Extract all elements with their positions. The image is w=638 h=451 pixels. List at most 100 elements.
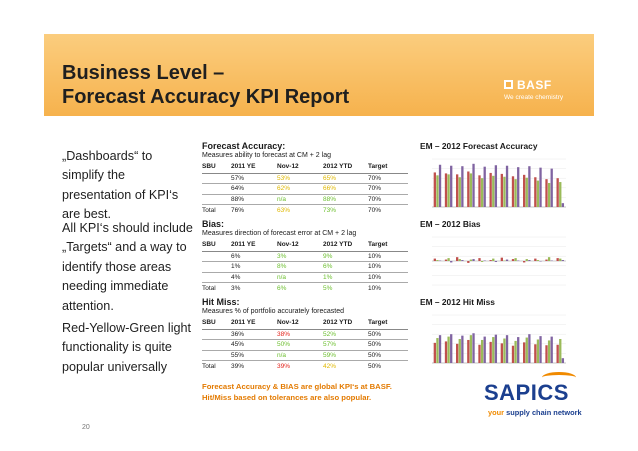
page-number: 20 [82, 424, 90, 431]
bar [483, 336, 486, 363]
left-text-dashboards: „Dashboards“ to simplify the presentatio… [62, 149, 179, 222]
kpi-cell: 76% [231, 206, 245, 214]
bar [433, 172, 436, 207]
kpi-header-cell: 2011 YE [231, 318, 277, 330]
basf-logo: BASF We create chemistry [504, 78, 590, 109]
kpi-cell: 73% [323, 206, 337, 214]
bar [480, 178, 484, 207]
bar [472, 333, 475, 363]
kpi-cell: 3% [277, 251, 323, 262]
bar [500, 257, 503, 261]
bar [494, 165, 498, 207]
kpi-cell: 65% [323, 173, 368, 184]
bar [444, 173, 448, 207]
bar [478, 344, 481, 363]
bar [444, 341, 448, 363]
bar [514, 179, 517, 207]
bar [528, 260, 531, 261]
kpi-table: SBU 2011 YE Nov-12 2012 YTD Target 6% 3% 9% 10%… [202, 240, 408, 293]
bar [469, 335, 473, 363]
title-line-2: Forecast Accuracy KPI Report [62, 86, 350, 108]
bar [494, 261, 498, 262]
kpi-header-cell: Nov-12 [277, 240, 323, 252]
bar [458, 339, 461, 363]
basf-tagline: We create chemistry [504, 94, 564, 101]
left-text-targets: All KPI‘s should include „Targets“ and a… [62, 221, 193, 313]
bar [514, 258, 517, 261]
kpi-subtitle: Measures % of portfolio accurately forec… [202, 308, 345, 315]
bar [556, 258, 559, 261]
bar [467, 171, 470, 207]
kpi-header-cell: 2012 YTD [323, 318, 368, 330]
kpi-cell: 38% [277, 329, 323, 340]
kpi-row: Total 3% 6% 5% 10% [202, 283, 408, 294]
bar [505, 165, 509, 207]
bar [559, 339, 562, 363]
kpi-row: 6% 3% 9% 10% [202, 251, 408, 262]
bar [561, 203, 565, 207]
kpi-cell: 70% [368, 173, 408, 184]
kpi-row: Total 39% 39% 42% 50% [202, 361, 408, 372]
bar [456, 257, 459, 261]
bar [517, 167, 520, 207]
kpi-cell: 70% [368, 183, 408, 195]
kpi-cell [202, 261, 231, 273]
em-hit-miss-title: EM – 2012 Hit Miss [420, 297, 495, 307]
bar [511, 176, 515, 207]
bottom-note-line-2: Hit/Miss based on tolerances are also po… [202, 393, 372, 402]
bar [450, 334, 453, 363]
sapics-tagline-rest: supply chain network [506, 408, 582, 417]
kpi-cell: n/a [277, 194, 323, 205]
kpi-hit-miss: Hit Miss: Measures % of portfolio accura… [202, 297, 412, 371]
kpi-cell: Total [202, 206, 216, 214]
kpi-cell: 39% [231, 362, 245, 370]
kpi-cell: 50% [277, 339, 323, 351]
kpi-cell: 50% [368, 362, 382, 370]
kpi-cell: 70% [368, 206, 382, 214]
bar [545, 345, 548, 363]
bar [480, 261, 484, 262]
bar [447, 336, 450, 363]
basf-name: BASF [517, 78, 552, 92]
kpi-header-cell: SBU [202, 162, 231, 174]
bar [559, 258, 562, 261]
kpi-cell: 57% [323, 339, 368, 351]
bar [561, 358, 565, 363]
sapics-logo: SAPICS your supply chain network [484, 372, 614, 420]
kpi-cell: 1% [323, 272, 368, 283]
bar [503, 338, 506, 363]
kpi-cell: 36% [231, 329, 277, 340]
bottom-note-line-1: Forecast Accuracy & BIAS are global KPI‘… [202, 382, 392, 391]
kpi-header-cell: 2012 YTD [323, 162, 368, 174]
bar [492, 337, 495, 363]
bar [492, 175, 495, 207]
kpi-header-cell: 2011 YE [231, 162, 277, 174]
kpi-header-cell: Target [368, 240, 408, 252]
kpi-cell: Total [202, 362, 216, 370]
bar [547, 257, 551, 261]
kpi-row: 1% 8% 6% 10% [202, 261, 408, 273]
kpi-title: Hit Miss: [202, 297, 240, 307]
kpi-header-cell: Target [368, 318, 408, 330]
bar [545, 179, 548, 207]
kpi-subtitle: Measures direction of forecast error at … [202, 230, 357, 237]
bar [523, 261, 526, 263]
kpi-cell: 57% [231, 173, 277, 184]
kpi-cell: 6% [323, 261, 368, 273]
bar [478, 175, 481, 207]
bar [545, 259, 548, 261]
kpi-header-row: SBU 2011 YE Nov-12 2012 YTD Target [202, 240, 408, 252]
bar [539, 336, 542, 363]
em-hit-miss-chart [432, 314, 566, 364]
bar [523, 174, 526, 207]
kpi-header-cell: 2012 YTD [323, 240, 368, 252]
bar [469, 259, 473, 261]
kpi-row: 45% 50% 57% 50% [202, 339, 408, 351]
bar [505, 259, 509, 261]
kpi-cell [202, 329, 231, 340]
kpi-cell: 59% [323, 350, 368, 361]
bar [505, 335, 509, 363]
bar [528, 334, 531, 363]
kpi-cell [202, 194, 231, 205]
